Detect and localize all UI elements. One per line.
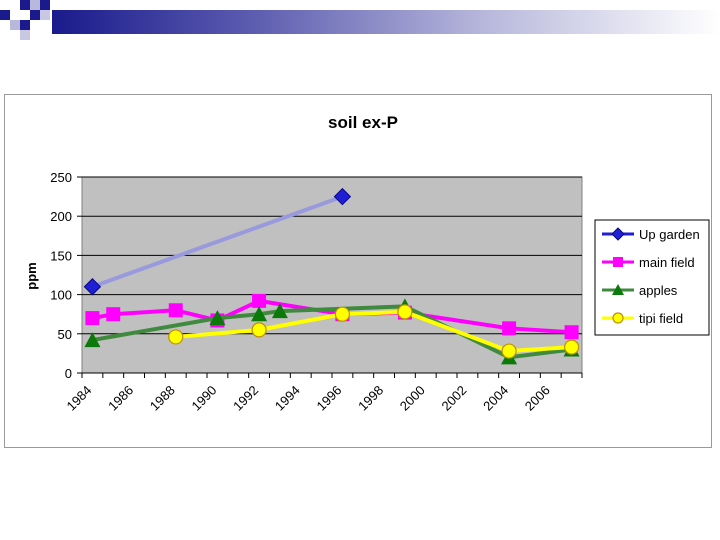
- deco-square: [30, 10, 40, 20]
- series-up-garden: [83, 187, 352, 296]
- legend-label: tipi field: [639, 311, 683, 326]
- deco-square: [40, 0, 50, 10]
- deco-square: [40, 10, 50, 20]
- y-tick-label: 0: [65, 366, 72, 381]
- deco-square: [10, 20, 20, 30]
- deco-square: [20, 0, 30, 10]
- x-tick-label: 1996: [313, 383, 344, 414]
- x-tick-label: 1990: [188, 383, 219, 414]
- legend-item: tipi field: [602, 311, 683, 326]
- chart: soil ex-P 0 50 100 150 200 250 1984 1986 1988 19…: [24, 113, 710, 414]
- y-tick-label: 150: [50, 248, 72, 263]
- x-tick-label: 1988: [147, 383, 178, 414]
- y-tick-label: 100: [50, 288, 72, 303]
- plot-area: [81, 176, 583, 374]
- corner-decoration: [0, 0, 50, 40]
- data-point: [83, 278, 102, 296]
- data-point: [168, 303, 183, 318]
- data-point: [252, 293, 267, 308]
- deco-square: [20, 30, 30, 40]
- x-tick-label: 1986: [105, 383, 136, 414]
- chart-frame: soil ex-P 0 50 100 150 200 250 1984 1986 1988 19…: [4, 94, 712, 448]
- y-axis-label: ppm: [24, 262, 39, 289]
- data-point: [334, 306, 351, 322]
- data-point: [333, 187, 352, 206]
- x-tick-label: 2004: [480, 383, 511, 414]
- x-tick-label: 2006: [522, 383, 553, 414]
- data-point: [612, 312, 624, 324]
- series-line: [91, 194, 344, 289]
- legend-item: Up garden: [602, 227, 700, 242]
- data-point: [612, 284, 624, 295]
- data-point: [563, 339, 580, 355]
- data-point: [251, 306, 268, 322]
- legend-label: Up garden: [639, 227, 700, 242]
- data-point: [251, 322, 267, 338]
- data-point: [209, 310, 226, 326]
- legend-item: apples: [602, 283, 678, 298]
- data-point: [397, 304, 413, 320]
- legend-label: apples: [639, 283, 678, 298]
- legend-item: main field: [602, 255, 695, 270]
- series-line: [175, 309, 572, 354]
- deco-square: [0, 10, 10, 20]
- title-bar: [52, 10, 720, 34]
- deco-square: [20, 20, 30, 30]
- y-tick-label: 200: [50, 209, 72, 224]
- data-point: [611, 227, 625, 241]
- chart-title: soil ex-P: [328, 113, 398, 132]
- series-tipi-field: [168, 304, 580, 359]
- legend: Up garden main field apples tipi field: [594, 219, 710, 336]
- data-point: [168, 329, 184, 345]
- deco-square: [30, 0, 40, 10]
- x-tick-label: 1994: [272, 383, 303, 414]
- x-tick-label: 2002: [438, 383, 469, 414]
- data-point: [564, 325, 579, 340]
- data-point: [84, 332, 101, 348]
- data-point: [502, 321, 517, 336]
- y-tick-label: 250: [50, 170, 72, 185]
- x-tick-label: 1984: [63, 383, 94, 414]
- data-point: [106, 307, 121, 322]
- x-tick-label: 1992: [230, 383, 261, 414]
- data-point: [85, 311, 100, 326]
- data-point: [501, 343, 517, 359]
- x-tick-label: 2000: [397, 383, 428, 414]
- data-point: [613, 257, 623, 267]
- legend-label: main field: [639, 255, 695, 270]
- x-tick-label: 1998: [355, 383, 386, 414]
- data-point: [271, 303, 288, 319]
- y-tick-label: 50: [58, 327, 72, 342]
